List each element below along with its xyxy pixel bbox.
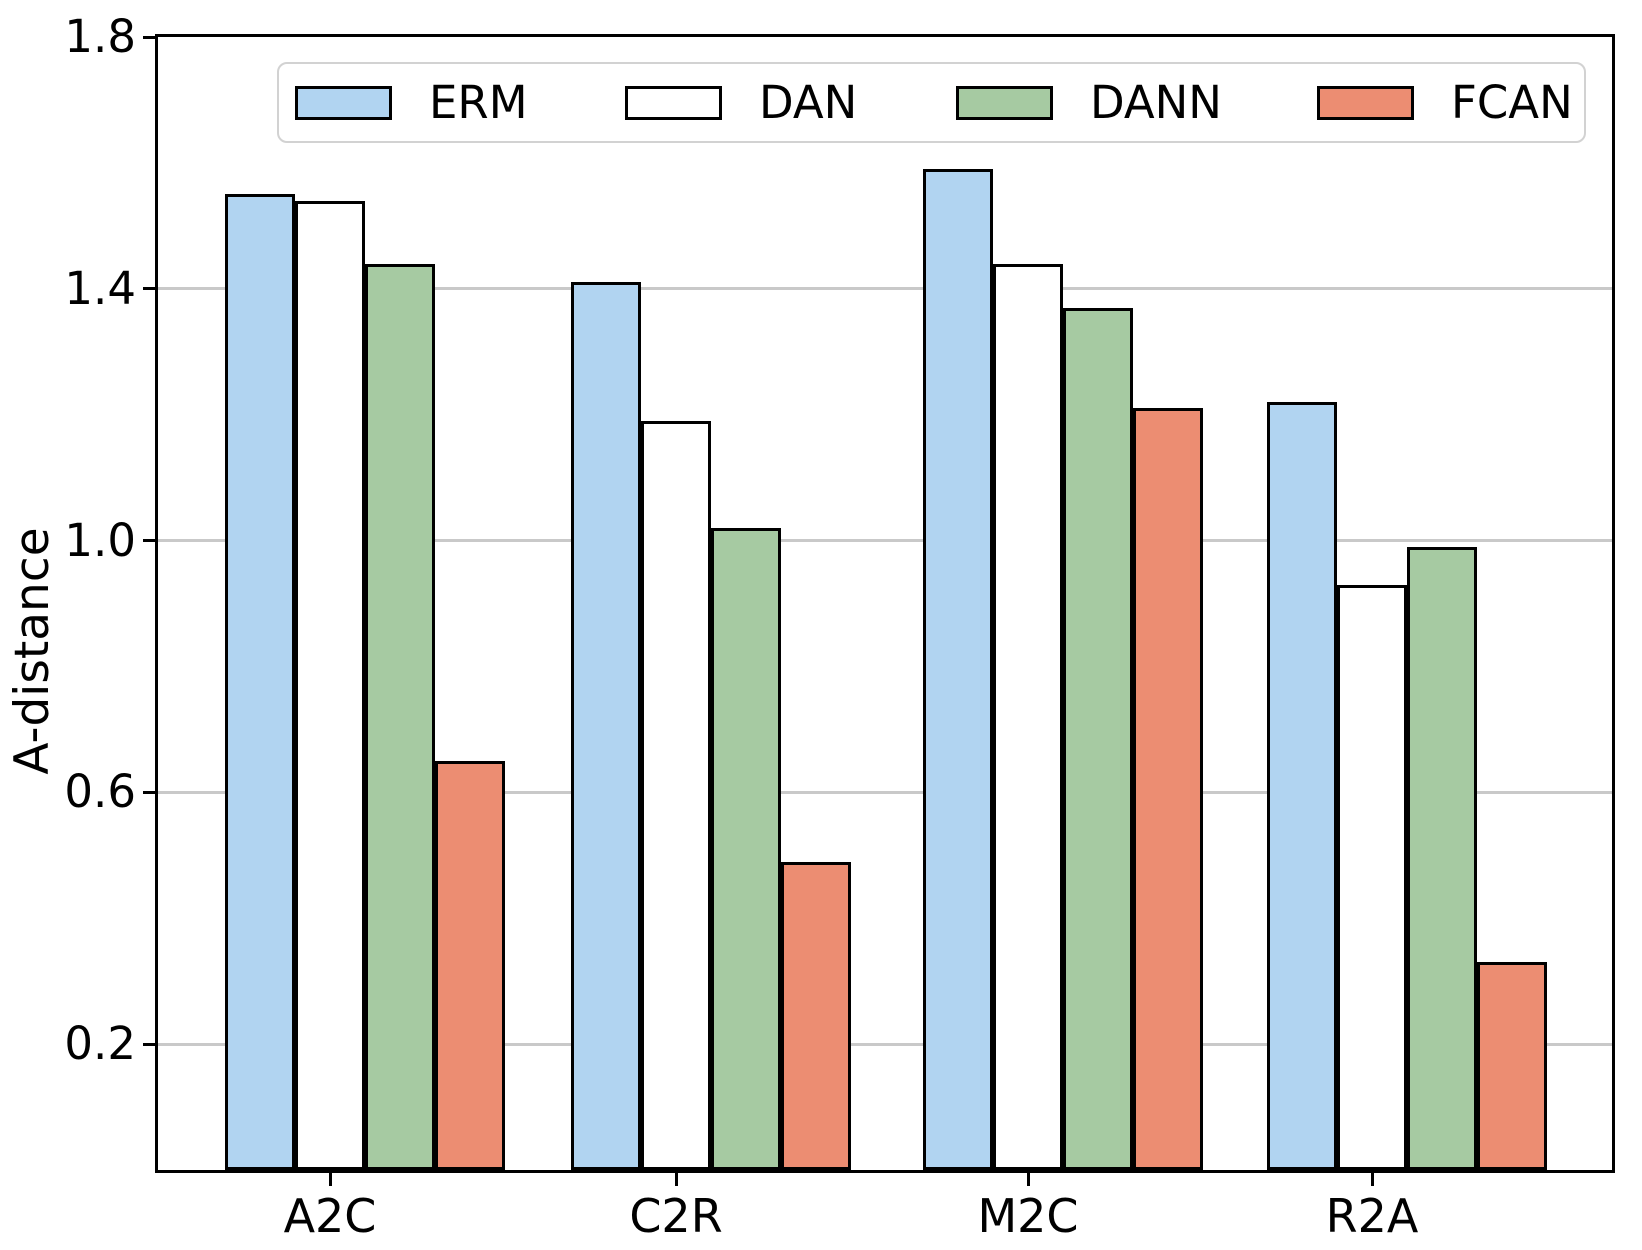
x-tick-R2A <box>1370 1173 1374 1186</box>
y-tick-label: 0.2 <box>64 1017 136 1071</box>
bar-M2C-ERM <box>923 169 993 1170</box>
legend-swatch-ERM <box>295 85 392 120</box>
bar-R2A-ERM <box>1267 402 1337 1170</box>
gridline-1 <box>158 539 1612 543</box>
y-tick-label: 1.8 <box>64 10 136 63</box>
x-tick-label: M2C <box>977 1189 1079 1243</box>
y-tick-0.2 <box>143 1042 156 1046</box>
x-tick-label: R2A <box>1325 1189 1419 1243</box>
plot-area <box>155 34 1615 1173</box>
legend-label: DANN <box>1090 76 1222 129</box>
legend-label: FCAN <box>1451 76 1573 129</box>
bar-M2C-FCAN <box>1133 408 1203 1170</box>
legend-item-DANN: DANN <box>956 64 1222 141</box>
bar-C2R-ERM <box>571 282 641 1170</box>
y-tick-1 <box>143 539 156 543</box>
legend-item-ERM: ERM <box>295 64 528 141</box>
legend-label: DAN <box>759 76 858 129</box>
legend-label: ERM <box>429 76 528 129</box>
bar-A2C-DANN <box>365 263 435 1170</box>
legend: ERM DAN DANN FCAN <box>277 62 1586 143</box>
gridline-1.4 <box>158 287 1612 291</box>
x-tick-C2R <box>674 1173 678 1186</box>
y-tick-1.4 <box>143 287 156 291</box>
bar-R2A-DANN <box>1407 546 1477 1170</box>
bar-R2A-FCAN <box>1477 962 1547 1170</box>
bar-R2A-DAN <box>1337 584 1407 1170</box>
legend-item-DAN: DAN <box>625 64 857 141</box>
bar-C2R-DAN <box>641 420 711 1170</box>
bar-C2R-DANN <box>711 527 781 1170</box>
bar-C2R-FCAN <box>781 861 851 1170</box>
legend-swatch-DAN <box>625 85 722 120</box>
bar-A2C-DAN <box>295 200 365 1170</box>
gridline-0.2 <box>158 1042 1612 1046</box>
bar-M2C-DAN <box>993 263 1063 1170</box>
legend-swatch-FCAN <box>1317 85 1414 120</box>
y-tick-0.6 <box>143 790 156 794</box>
bar-A2C-ERM <box>225 194 295 1170</box>
y-tick-label: 0.6 <box>64 765 136 819</box>
bar-M2C-DANN <box>1063 307 1133 1170</box>
bar-A2C-FCAN <box>435 760 505 1170</box>
x-tick-label: C2R <box>629 1189 723 1243</box>
y-tick-1.8 <box>143 35 156 39</box>
gridline-0.6 <box>158 790 1612 794</box>
x-tick-M2C <box>1026 1173 1030 1186</box>
x-tick-label: A2C <box>283 1189 377 1243</box>
legend-swatch-DANN <box>956 85 1053 120</box>
x-tick-A2C <box>328 1173 332 1186</box>
y-tick-label: 1.0 <box>64 513 136 567</box>
y-tick-label: 1.4 <box>64 261 136 315</box>
legend-item-FCAN: FCAN <box>1317 64 1573 141</box>
